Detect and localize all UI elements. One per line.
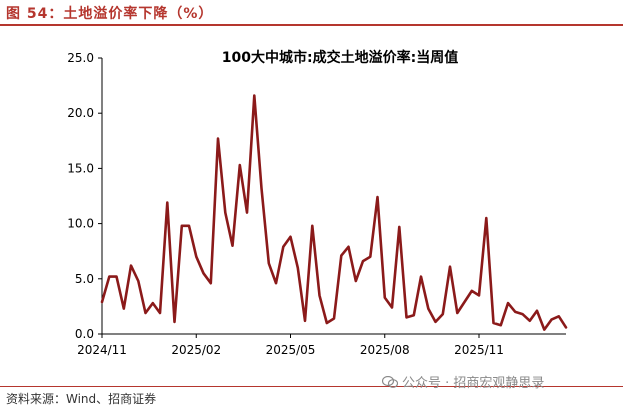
x-tick-label: 2025/02 [171,343,221,357]
x-tick-label: 2025/11 [454,343,504,357]
y-axis: 0.0 5.0 10.0 15.0 20.0 25.0 [67,51,103,341]
y-tick-label: 5.0 [75,272,94,286]
top-rule [0,24,623,26]
y-tick-label: 10.0 [67,217,94,231]
x-axis: 2024/11 2025/02 2025/05 2025/08 2025/11 [77,333,566,357]
series-line [100,94,568,331]
figure-title: 图 54：土地溢价率下降（%） [6,6,214,22]
y-tick-label: 20.0 [67,106,94,120]
source-note: 资料来源：Wind、招商证券 [6,392,157,406]
y-tick-label: 25.0 [67,51,94,65]
series-group [100,94,568,331]
wechat-icon [382,375,398,388]
watermark: 公众号 · 招商宏观静思录 [382,372,544,391]
x-tick-label: 2025/08 [360,343,410,357]
chart-title: 100大中城市:成交土地溢价率:当周值 [222,49,458,66]
x-tick-label: 2024/11 [77,343,127,357]
watermark-text: 公众号 · 招商宏观静思录 [402,376,545,391]
bottom-rule [0,386,623,387]
x-tick-label: 2025/05 [266,343,316,357]
y-tick-label: 0.0 [75,327,94,341]
y-tick-label: 15.0 [67,161,94,175]
